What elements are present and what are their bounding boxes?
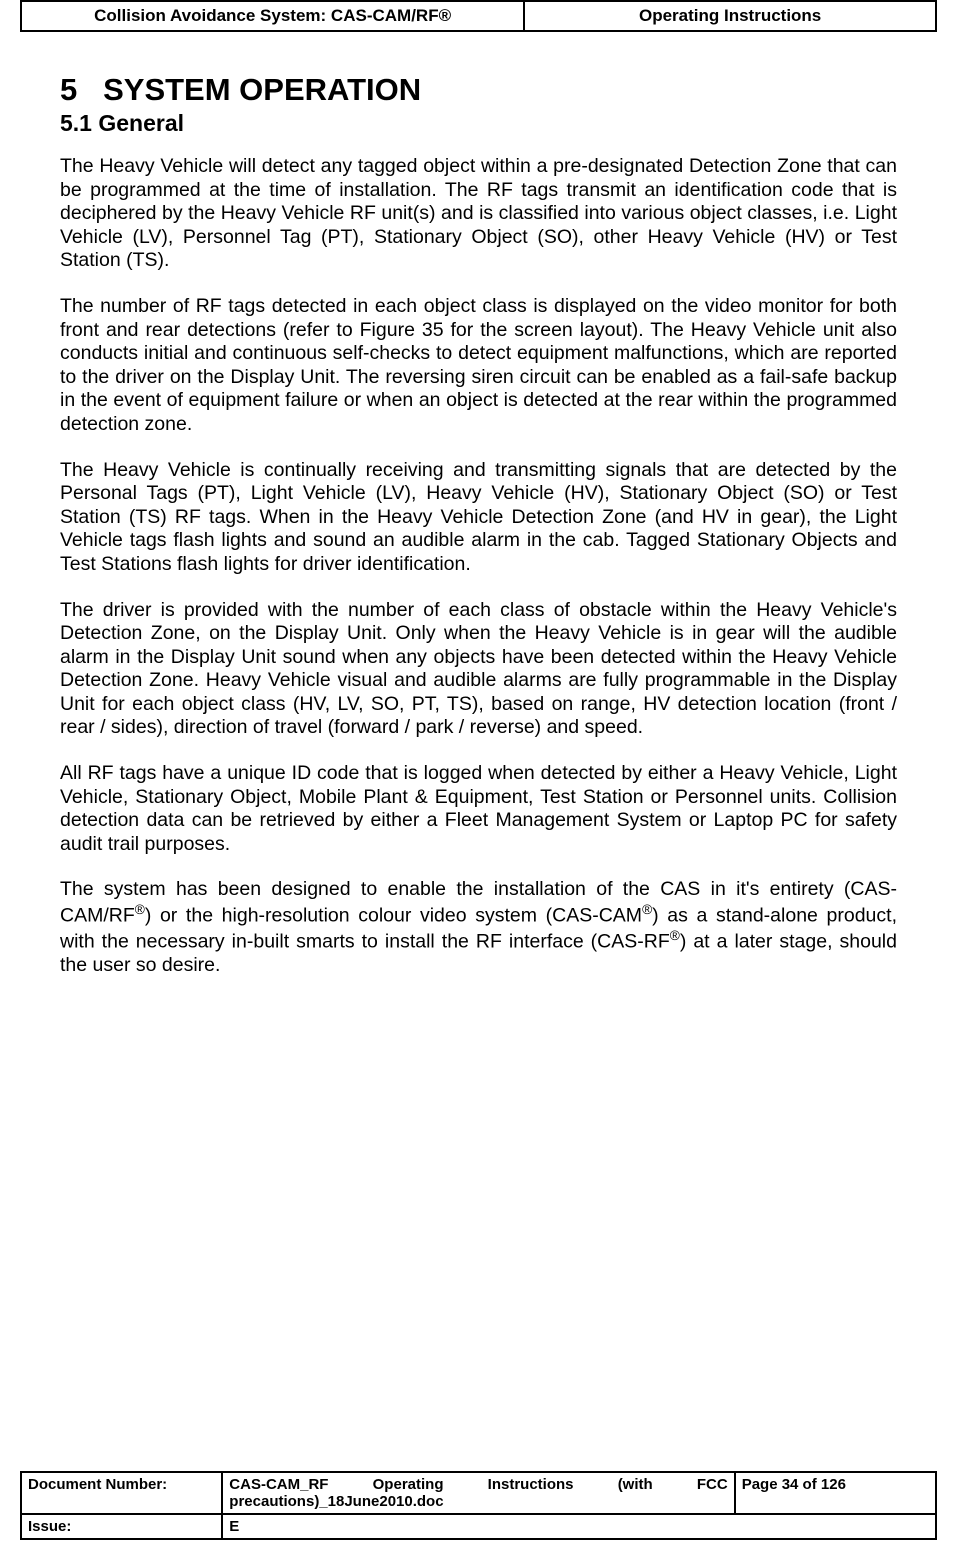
page-container: Collision Avoidance System: CAS-CAM/RF® … [20,0,937,1546]
subsection-heading: 5.1 General [60,110,897,137]
footer-docnum-value: CAS-CAM_RF Operating Instructions (with … [222,1472,734,1514]
paragraph-3: The Heavy Vehicle is continually receivi… [60,459,897,577]
section-heading: 5 SYSTEM OPERATION [60,72,897,108]
paragraph-6: The system has been designed to enable t… [60,878,897,977]
subsection-number: 5.1 [60,110,92,136]
header-table: Collision Avoidance System: CAS-CAM/RF® … [20,0,937,32]
footer-table: Document Number: CAS-CAM_RF Operating In… [20,1471,937,1540]
paragraph-2: The number of RF tags detected in each o… [60,295,897,437]
header-left: Collision Avoidance System: CAS-CAM/RF® [21,1,524,31]
content-area: 5 SYSTEM OPERATION 5.1 General The Heavy… [20,32,937,978]
footer-issue-label: Issue: [21,1514,222,1539]
header-right: Operating Instructions [524,1,936,31]
footer-issue-value: E [222,1514,936,1539]
paragraph-1: The Heavy Vehicle will detect any tagged… [60,155,897,273]
section-number: 5 [60,72,77,107]
paragraph-4: The driver is provided with the number o… [60,599,897,741]
section-title-text: SYSTEM OPERATION [103,72,421,107]
footer-page: Page 34 of 126 [735,1472,936,1514]
subsection-title-text: General [98,110,184,136]
footer-docnum-label: Document Number: [21,1472,222,1514]
paragraph-5: All RF tags have a unique ID code that i… [60,762,897,856]
